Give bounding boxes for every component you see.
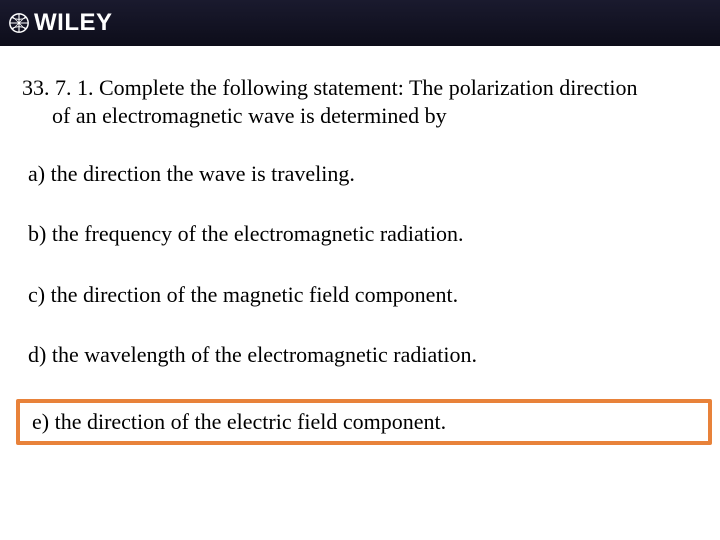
option-c: c) the direction of the magnetic field c…: [26, 278, 700, 312]
header-bar: WILEY: [0, 0, 720, 46]
slide-content: 33. 7. 1. Complete the following stateme…: [0, 46, 720, 445]
question-text: 33. 7. 1. Complete the following stateme…: [20, 74, 700, 129]
question-line1: 33. 7. 1. Complete the following stateme…: [22, 75, 637, 100]
option-a: a) the direction the wave is traveling.: [26, 157, 700, 191]
brand-text: WILEY: [34, 9, 113, 37]
wiley-logo-icon: [8, 12, 30, 34]
options-list: a) the direction the wave is traveling. …: [20, 157, 700, 445]
option-d: d) the wavelength of the electromagnetic…: [26, 338, 700, 372]
option-b: b) the frequency of the electromagnetic …: [26, 217, 700, 251]
question-line2: of an electromagnetic wave is determined…: [26, 102, 700, 130]
logo-group: WILEY: [8, 9, 113, 37]
option-e: e) the direction of the electric field c…: [16, 399, 712, 445]
